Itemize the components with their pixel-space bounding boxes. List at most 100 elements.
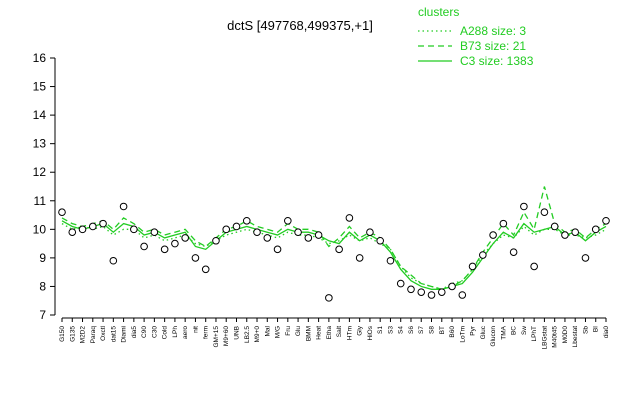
- x-tick-label: Salt: [336, 326, 343, 337]
- point: [448, 282, 456, 291]
- point: [150, 228, 159, 236]
- x-tick-label: Lbestat: [572, 326, 579, 348]
- x-tick-label: Gly: [357, 325, 364, 336]
- x-tick-label: G150: [59, 326, 66, 342]
- point: [458, 291, 467, 299]
- x-tick-label: M/G: [275, 326, 282, 338]
- legend-label: C3 size: 1383: [460, 54, 534, 68]
- y-tick-label: 11: [34, 194, 47, 208]
- point: [427, 291, 436, 299]
- point: [499, 219, 508, 228]
- x-tick-label: S7: [418, 326, 425, 334]
- y-tick-label: 9: [39, 251, 46, 265]
- point: [437, 288, 446, 296]
- point: [253, 228, 261, 236]
- point: [520, 202, 528, 211]
- x-tick-label: M2D2: [80, 326, 87, 344]
- point: [201, 265, 210, 274]
- point: [99, 219, 107, 228]
- y-tick-label: 7: [39, 308, 46, 322]
- x-tick-label: Etha: [326, 326, 333, 340]
- x-tick-label: ferm: [203, 326, 210, 339]
- x-tick-label: aero: [182, 326, 189, 339]
- x-tick-label: Glucon: [490, 326, 497, 347]
- x-tick-label: Heat: [316, 326, 323, 340]
- x-tick-label: G135: [69, 326, 76, 342]
- chart-title: dctS [497768,499375,+1]: [227, 18, 373, 33]
- legend-title: clusters: [418, 5, 459, 19]
- x-tick-label: HTm: [346, 326, 353, 340]
- x-tick-label: S3: [387, 326, 394, 334]
- point: [78, 225, 87, 234]
- point: [591, 225, 600, 234]
- point: [479, 251, 487, 259]
- x-tick-label: Diami: [121, 326, 128, 343]
- x-tick-label: C90: [141, 326, 148, 338]
- point: [232, 222, 241, 231]
- point: [222, 225, 231, 234]
- point: [294, 228, 302, 236]
- point: [396, 279, 405, 288]
- x-tick-label: Cold: [162, 326, 169, 340]
- point: [109, 256, 118, 265]
- y-tick-label: 15: [33, 80, 47, 94]
- x-tick-label: nit: [192, 326, 199, 333]
- point: [304, 234, 313, 242]
- point: [509, 248, 518, 256]
- point: [58, 208, 66, 216]
- point: [366, 228, 374, 236]
- y-tick-label: 16: [33, 51, 47, 65]
- point: [119, 202, 128, 211]
- x-tick-label: TMA: [500, 325, 507, 339]
- y-tick-label: 14: [33, 108, 47, 122]
- point: [355, 254, 364, 262]
- point: [191, 254, 200, 262]
- point: [417, 288, 426, 296]
- legend-label: B73 size: 21: [460, 39, 526, 53]
- x-tick-label: BC: [511, 326, 518, 335]
- point: [212, 236, 220, 245]
- point: [530, 262, 538, 271]
- x-tick-label: S1: [377, 326, 384, 334]
- point: [140, 242, 148, 251]
- x-tick-label: B60: [449, 326, 456, 338]
- point: [550, 222, 559, 231]
- x-tick-label: Sb: [582, 326, 589, 334]
- point: [489, 231, 497, 239]
- point: [345, 214, 354, 222]
- y-tick-label: 10: [33, 222, 47, 236]
- x-tick-label: dat15: [110, 326, 117, 343]
- point: [407, 285, 415, 294]
- x-tick-label: Oxctl: [100, 325, 107, 340]
- x-tick-label: BI: [593, 326, 600, 332]
- point: [273, 245, 282, 254]
- x-tick-label: Sw: [521, 326, 528, 335]
- x-tick-label: UNB: [233, 326, 240, 340]
- point: [561, 231, 569, 239]
- x-tick-label: C30: [151, 326, 158, 338]
- point: [540, 208, 549, 216]
- point: [335, 245, 343, 254]
- x-tick-label: Glu: [295, 326, 302, 337]
- x-tick-label: Paraq: [90, 326, 97, 344]
- x-tick-label: S6: [408, 326, 415, 334]
- x-tick-label: BMM: [305, 326, 312, 341]
- point: [376, 236, 384, 245]
- x-tick-label: LBGstat: [541, 326, 548, 350]
- point: [386, 256, 395, 265]
- x-tick-label: GM+15: [213, 326, 220, 348]
- x-tick-label: M40t45: [552, 326, 559, 348]
- point: [284, 216, 292, 225]
- x-tick-label: Gluc: [480, 325, 487, 339]
- point: [242, 216, 251, 225]
- y-tick-label: 8: [39, 279, 46, 293]
- x-tick-label: Fru: [285, 326, 292, 336]
- x-tick-label: M9+0: [254, 326, 261, 343]
- x-tick-label: S4: [398, 326, 405, 334]
- point: [68, 228, 77, 236]
- x-tick-label: dia5: [131, 326, 138, 339]
- x-tick-label: M9+60: [223, 326, 230, 346]
- x-tick-label: BT: [439, 326, 446, 334]
- x-tick-label: Pyr: [470, 325, 477, 336]
- y-tick-label: 12: [33, 165, 47, 179]
